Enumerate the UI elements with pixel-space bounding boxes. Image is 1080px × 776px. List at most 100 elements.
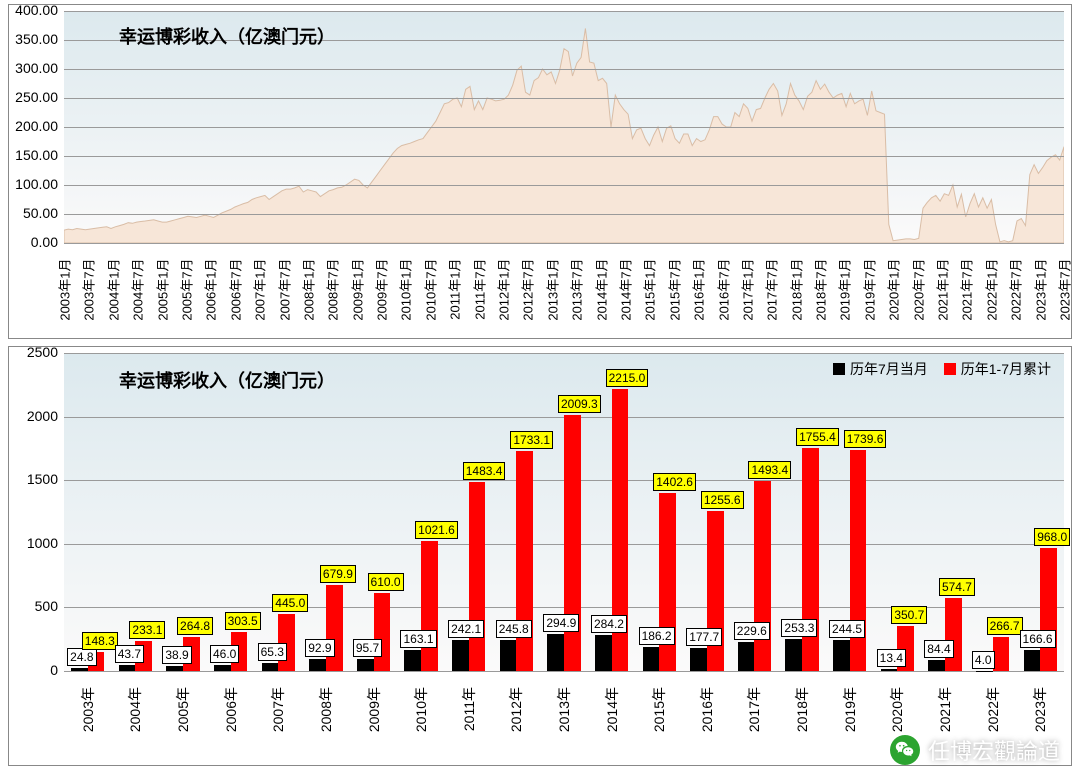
chart1-x-tick: 2003年7月 [79,259,98,321]
chart1-x-tick: 2015年7月 [664,259,683,321]
chart1-y-tick: 200.00 [9,118,58,134]
chart1-y-tick: 100.00 [9,176,58,192]
bar-label-monthly: 242.1 [448,620,484,638]
chart2-y-tick: 2500 [9,344,58,360]
chart1-gridline [64,156,1064,157]
chart2-x-tick: 2021年 [935,687,955,732]
bar-label-monthly: 244.5 [829,620,865,638]
bar-monthly [500,640,517,671]
bar-label-cumulative: 1733.1 [510,431,553,449]
chart2-x-tick: 2022年 [983,687,1003,732]
chart1-x-tick: 2012年1月 [494,259,513,321]
bar-monthly [595,635,612,671]
chart1-x-tick: 2022年1月 [981,259,1000,321]
chart1-gridline [64,98,1064,99]
bar-label-monthly: 84.4 [924,640,953,658]
bar-monthly [976,671,993,672]
bar-label-cumulative: 610.0 [368,573,404,591]
chart1-x-tick: 2005年1月 [152,259,171,321]
chart2-plot: 24.8148.343.7233.138.9264.846.0303.565.3… [64,353,1064,671]
chart1-x-tick: 2017年7月 [762,259,781,321]
chart1-gridline [64,243,1064,244]
chart1-x-tick: 2004年7月 [128,259,147,321]
chart1-x-tick: 2008年1月 [298,259,317,321]
chart2-x-tick: 2014年 [602,687,622,732]
chart2-x-tick: 2019年 [840,687,860,732]
chart1-x-tick: 2007年7月 [274,259,293,321]
bar-monthly [404,650,421,671]
chart1-x-tick: 2015年1月 [640,259,659,321]
bar-label-cumulative: 574.7 [939,578,975,596]
bar-label-monthly: 46.0 [210,645,239,663]
chart1-x-tick: 2016年7月 [713,259,732,321]
chart1-x-tick: 2005年7月 [176,259,195,321]
bar-label-cumulative: 233.1 [129,621,165,639]
chart2-y-tick: 2000 [9,408,58,424]
chart1-y-tick: 50.00 [9,205,58,221]
bar-cumulative [374,593,391,671]
chart1-x-tick: 2004年1月 [103,259,122,321]
bar-monthly [881,669,898,671]
bar-label-monthly: 245.8 [496,620,532,638]
chart2-x-tick: 2023年 [1030,687,1050,732]
bar-label-cumulative: 2215.0 [606,369,649,387]
bar-monthly [71,668,88,671]
chart2-x-tick: 2010年 [411,687,431,732]
chart1-x-tick: 2023年7月 [1055,259,1074,321]
bar-monthly [452,640,469,671]
chart2-x-tick: 2003年 [78,687,98,732]
chart1-x-tick: 2017年1月 [737,259,756,321]
chart2-x-tick: 2005年 [173,687,193,732]
chart1-x-tick: 2021年7月 [957,259,976,321]
bar-monthly [1024,650,1041,671]
chart1-x-tick: 2009年1月 [347,259,366,321]
chart2-gridline [64,671,1064,672]
chart2-x-tick: 2016年 [697,687,717,732]
chart1-x-tick: 2022年7月 [1006,259,1025,321]
chart2-y-tick: 500 [9,598,58,614]
chart1-x-tick: 2007年1月 [250,259,269,321]
chart2-y-tick: 1500 [9,471,58,487]
watermark-text: 任博宏觀論道 [928,734,1060,766]
chart1-x-tick: 2023年1月 [1030,259,1049,321]
bar-cumulative [1040,548,1057,671]
bar-cumulative [993,637,1010,671]
bar-cumulative [326,585,343,671]
chart2-x-tick: 2013年 [554,687,574,732]
bar-label-monthly: 294.9 [543,614,579,632]
bar-label-monthly: 186.2 [639,627,675,645]
bar-label-cumulative: 445.0 [272,594,308,612]
chart1-gridline [64,185,1064,186]
wechat-icon [890,735,920,765]
bar-cumulative [421,541,438,671]
chart1-x-tick: 2006年7月 [225,259,244,321]
chart1-x-tick: 2013年7月 [567,259,586,321]
bar-label-monthly: 163.1 [400,630,436,648]
bar-monthly [643,647,660,671]
bar-label-monthly: 95.7 [353,639,382,657]
bar-label-cumulative: 1021.6 [415,521,458,539]
chart1-x-tick: 2014年1月 [591,259,610,321]
bar-cumulative [516,451,533,671]
bar-label-cumulative: 350.7 [891,606,927,624]
chart1-x-tick: 2020年1月 [884,259,903,321]
bar-label-monthly: 13.4 [877,649,906,667]
chart1-y-tick: 150.00 [9,147,58,163]
bar-label-monthly: 38.9 [162,646,191,664]
chart1-x-tick: 2020年7月 [908,259,927,321]
chart1-x-tick: 2006年1月 [201,259,220,321]
chart2-x-tick: 2017年 [744,687,764,732]
bar-cumulative [945,598,962,671]
chart2-y-tick: 1000 [9,535,58,551]
chart1-x-tick: 2011年1月 [445,259,464,320]
bar-chart-container: 幸运博彩收入（亿澳门元） 历年7月当月 历年1-7月累计 24.8148.343… [8,346,1072,766]
bar-label-monthly: 92.9 [305,639,334,657]
chart1-title: 幸运博彩收入（亿澳门元） [119,23,335,49]
chart1-x-tick: 2010年1月 [396,259,415,321]
bar-label-monthly: 65.3 [258,643,287,661]
chart2-x-tick: 2008年 [316,687,336,732]
bar-cumulative [754,481,771,671]
bar-cumulative [707,511,724,671]
chart1-y-tick: 0.00 [9,234,58,250]
bar-label-cumulative: 264.8 [177,617,213,635]
